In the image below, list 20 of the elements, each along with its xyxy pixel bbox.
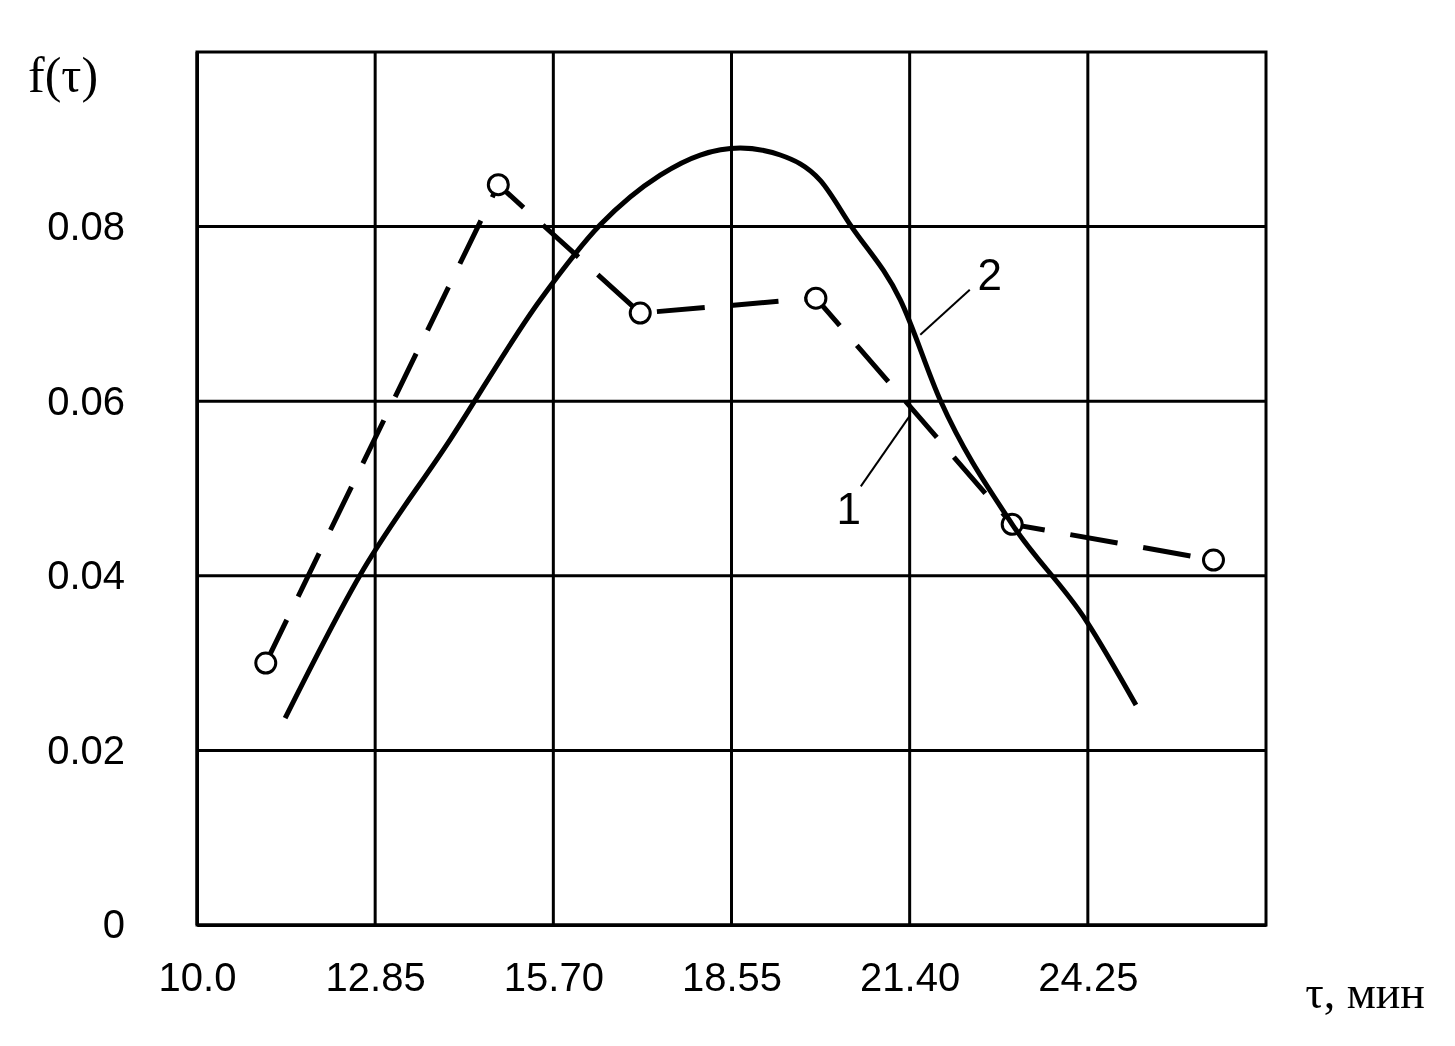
annotation: 2 (977, 249, 1003, 299)
x-tick-label: 21.40 (860, 955, 961, 1000)
y-tick-label: 0.04 (47, 553, 125, 598)
x-tick-label: 15.70 (503, 955, 604, 1000)
point (804, 286, 828, 310)
x-axis-title: τ, мин (1305, 967, 1425, 1018)
point (486, 173, 510, 197)
y-tick-label: 0.02 (47, 727, 125, 772)
x-tick-label: 12.85 (325, 955, 426, 1000)
x-tick-label: 10.0 (158, 955, 237, 1000)
y-tick-label: 0.08 (47, 203, 125, 248)
x-tick-label: 24.25 (1038, 955, 1139, 1000)
x-tick-label: 18.55 (681, 955, 783, 1000)
point (628, 301, 652, 325)
y-axis-title: f(τ) (28, 47, 99, 103)
y-tick-label: 0.06 (47, 378, 125, 423)
y-tick-label: 0 (102, 902, 125, 947)
point (1201, 548, 1225, 572)
annotation: 1 (836, 484, 862, 534)
point (254, 651, 278, 675)
